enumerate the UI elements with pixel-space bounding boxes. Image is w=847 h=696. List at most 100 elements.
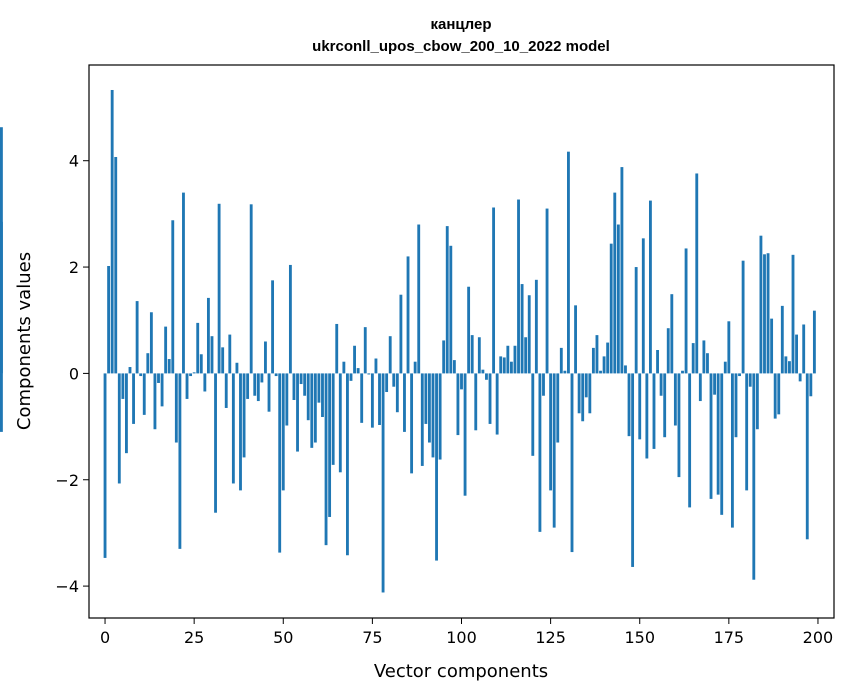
bar-16: [160, 373, 164, 407]
bar-119: [527, 295, 531, 374]
bar-180: [745, 373, 749, 491]
bar-24: [189, 373, 193, 377]
bar-186: [766, 253, 770, 374]
bar-120: [531, 373, 535, 456]
bar-23: [185, 373, 189, 399]
bar-44: [260, 373, 264, 383]
bar-135: [584, 373, 588, 398]
bar-102: [467, 286, 471, 374]
x-tick-label: 75: [362, 628, 382, 647]
bar-62: [324, 373, 328, 546]
y-tick-label: 2: [69, 258, 79, 277]
bar-173: [720, 373, 724, 515]
bar-167: [698, 373, 702, 402]
bar-19: [171, 220, 175, 374]
x-tick-label: 175: [714, 628, 745, 647]
bar-68: [346, 373, 349, 556]
bar-117: [520, 284, 524, 374]
bar-149: [634, 267, 638, 374]
bar-88: [417, 224, 421, 374]
bar-80: [388, 336, 392, 374]
bar-92: [431, 373, 435, 458]
bar-5: [121, 373, 125, 399]
bar-11: [142, 373, 146, 415]
bar-123: [542, 373, 545, 396]
x-axis-label: Vector components: [374, 661, 548, 682]
bar-89: [420, 373, 424, 466]
bar-165: [691, 343, 695, 374]
bar-41: [249, 204, 253, 374]
bar-190: [780, 305, 784, 374]
x-tick-label: 150: [624, 628, 655, 647]
bar-82: [395, 373, 399, 413]
bar-191: [784, 356, 788, 374]
bar-153: [648, 200, 652, 374]
bar-0: [103, 373, 107, 558]
bar-177: [734, 373, 738, 438]
bar-66: [338, 373, 342, 473]
bar-undefined: [0, 373, 3, 432]
bar-187: [770, 318, 774, 374]
bar-107: [485, 373, 488, 380]
bar-114: [509, 361, 513, 374]
plot-frame: [88, 64, 835, 619]
bar-185: [763, 254, 766, 374]
bar-81: [392, 373, 396, 387]
bar-150: [638, 373, 642, 440]
bar-72: [360, 373, 364, 423]
bar-50: [281, 373, 285, 491]
bar-133: [577, 373, 581, 414]
bar-124: [545, 208, 549, 374]
bar-127: [556, 373, 560, 443]
x-tick-label: 100: [446, 628, 477, 647]
bar-122: [538, 373, 542, 532]
bar-141: [606, 342, 610, 374]
bar-90: [424, 373, 428, 424]
bar-37: [235, 362, 239, 374]
bar-194: [795, 334, 798, 374]
bar-20: [174, 373, 178, 443]
bar-144: [616, 224, 620, 374]
x-tick-label: 125: [535, 628, 566, 647]
bar-110: [495, 373, 499, 435]
bar-22: [182, 192, 185, 374]
bar-60: [317, 373, 321, 403]
chart-title-line-1: канцлер: [431, 16, 492, 33]
bar-195: [798, 373, 802, 382]
bar-172: [716, 373, 720, 495]
bar-91: [427, 373, 431, 443]
bar-46: [267, 373, 271, 412]
bar-196: [802, 324, 806, 374]
bar-38: [239, 373, 242, 491]
bar-4: [117, 373, 121, 484]
bar-42: [253, 373, 257, 396]
bar-54: [296, 373, 299, 452]
bar-109: [492, 207, 496, 374]
bar-17: [164, 326, 168, 374]
bar-95: [442, 340, 446, 374]
bar-157: [663, 373, 667, 438]
bar-168: [702, 340, 706, 374]
bar-155: [656, 350, 659, 374]
bar-67: [342, 361, 346, 374]
bar-146: [624, 365, 627, 374]
bar-183: [755, 373, 759, 430]
bar-45: [264, 341, 267, 374]
bar-69: [349, 373, 353, 381]
y-tick-label: 4: [69, 152, 79, 171]
bar-158: [666, 328, 670, 374]
bar-55: [299, 373, 303, 385]
bar-63: [328, 373, 332, 517]
bar-71: [356, 368, 360, 374]
bar-134: [581, 373, 585, 422]
bar-160: [673, 373, 677, 426]
bar-58: [310, 373, 314, 448]
bar-75: [370, 373, 374, 428]
bar-33: [221, 347, 225, 374]
bar-25: [192, 372, 196, 374]
bar-52: [288, 264, 292, 374]
bar-48: [274, 373, 278, 377]
bar-184: [759, 235, 763, 374]
bar-125: [549, 373, 553, 491]
